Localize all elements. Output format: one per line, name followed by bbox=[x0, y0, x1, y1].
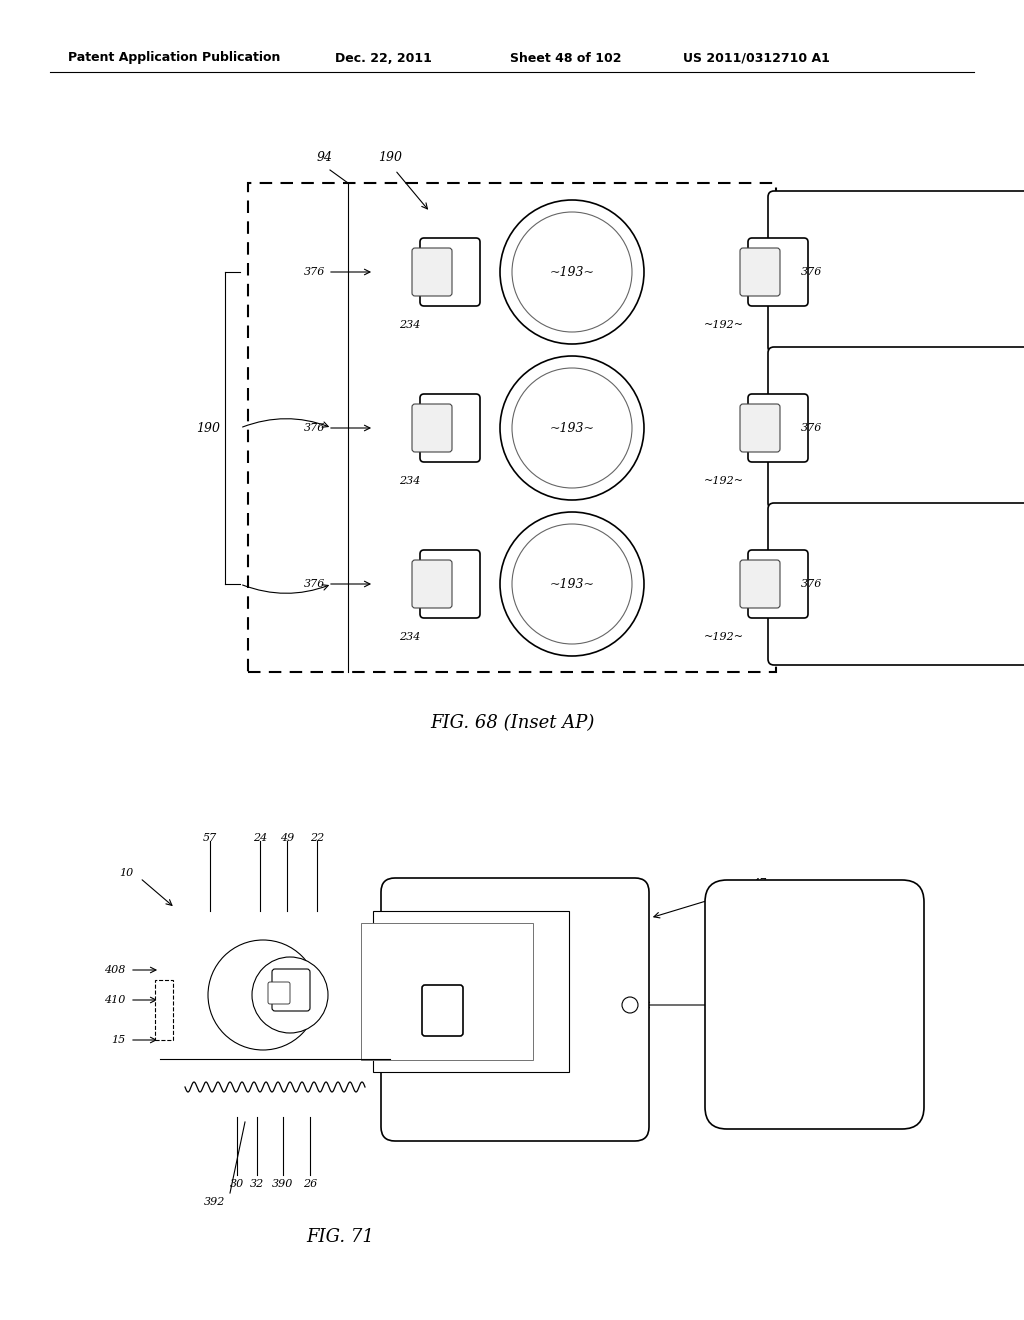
Circle shape bbox=[622, 997, 638, 1012]
Circle shape bbox=[500, 356, 644, 500]
Text: ~193~: ~193~ bbox=[550, 421, 595, 434]
FancyBboxPatch shape bbox=[412, 248, 452, 296]
Text: 392: 392 bbox=[205, 1197, 225, 1206]
Text: 234: 234 bbox=[399, 632, 421, 642]
Text: 32: 32 bbox=[250, 1179, 264, 1189]
FancyBboxPatch shape bbox=[705, 880, 924, 1129]
Text: 45: 45 bbox=[742, 1001, 757, 1010]
Text: US 2011/0312710 A1: US 2011/0312710 A1 bbox=[683, 51, 829, 65]
Text: 376: 376 bbox=[801, 267, 822, 277]
FancyBboxPatch shape bbox=[420, 550, 480, 618]
Text: ~192~: ~192~ bbox=[703, 319, 744, 330]
FancyBboxPatch shape bbox=[420, 393, 480, 462]
Text: 410: 410 bbox=[103, 995, 125, 1005]
Circle shape bbox=[500, 512, 644, 656]
Text: 234: 234 bbox=[399, 319, 421, 330]
FancyBboxPatch shape bbox=[748, 238, 808, 306]
Circle shape bbox=[500, 201, 644, 345]
FancyBboxPatch shape bbox=[420, 238, 480, 306]
Bar bbox=[155, 979, 173, 1040]
Text: 47: 47 bbox=[752, 878, 766, 888]
Text: FIG. 68 (Inset AP): FIG. 68 (Inset AP) bbox=[430, 714, 594, 733]
Circle shape bbox=[208, 940, 318, 1049]
Text: 376: 376 bbox=[801, 579, 822, 589]
Text: FIG. 71: FIG. 71 bbox=[306, 1228, 374, 1246]
FancyBboxPatch shape bbox=[748, 550, 808, 618]
Circle shape bbox=[252, 957, 328, 1034]
FancyBboxPatch shape bbox=[412, 560, 452, 609]
FancyBboxPatch shape bbox=[740, 560, 780, 609]
Circle shape bbox=[512, 368, 632, 488]
FancyBboxPatch shape bbox=[381, 878, 649, 1140]
FancyBboxPatch shape bbox=[740, 404, 780, 451]
FancyBboxPatch shape bbox=[272, 969, 310, 1011]
FancyBboxPatch shape bbox=[412, 404, 452, 451]
FancyBboxPatch shape bbox=[748, 393, 808, 462]
FancyBboxPatch shape bbox=[422, 985, 463, 1036]
FancyBboxPatch shape bbox=[768, 347, 1024, 510]
Text: 376: 376 bbox=[304, 267, 325, 277]
Text: 376: 376 bbox=[304, 422, 325, 433]
Text: 15: 15 bbox=[111, 1035, 125, 1045]
FancyBboxPatch shape bbox=[740, 248, 780, 296]
Circle shape bbox=[512, 524, 632, 644]
Text: 408: 408 bbox=[103, 965, 125, 975]
Text: 57: 57 bbox=[203, 833, 217, 843]
Text: 49: 49 bbox=[280, 833, 294, 843]
Text: 14: 14 bbox=[435, 978, 450, 987]
Text: Sheet 48 of 102: Sheet 48 of 102 bbox=[510, 51, 622, 65]
FancyBboxPatch shape bbox=[768, 191, 1024, 352]
Text: 190: 190 bbox=[378, 150, 402, 164]
Text: Patent Application Publication: Patent Application Publication bbox=[68, 51, 281, 65]
FancyBboxPatch shape bbox=[268, 982, 290, 1005]
Text: 234: 234 bbox=[399, 477, 421, 486]
Text: ~192~: ~192~ bbox=[703, 477, 744, 486]
Bar bbox=[361, 923, 534, 1060]
Text: 376: 376 bbox=[304, 579, 325, 589]
Text: 24: 24 bbox=[253, 833, 267, 843]
Text: ~193~: ~193~ bbox=[550, 578, 595, 590]
Text: 390: 390 bbox=[272, 1179, 294, 1189]
Bar bbox=[373, 911, 569, 1072]
Text: 190: 190 bbox=[196, 421, 220, 434]
FancyBboxPatch shape bbox=[768, 503, 1024, 665]
Text: 376: 376 bbox=[801, 422, 822, 433]
Text: ~193~: ~193~ bbox=[550, 265, 595, 279]
Circle shape bbox=[512, 213, 632, 333]
Bar bbox=[248, 183, 776, 672]
Text: ~192~: ~192~ bbox=[703, 632, 744, 642]
Text: 22: 22 bbox=[310, 833, 325, 843]
Text: Dec. 22, 2011: Dec. 22, 2011 bbox=[335, 51, 432, 65]
Text: 10: 10 bbox=[119, 869, 133, 878]
Text: 30: 30 bbox=[229, 1179, 244, 1189]
Text: 26: 26 bbox=[303, 1179, 317, 1189]
Text: 94: 94 bbox=[317, 150, 333, 164]
